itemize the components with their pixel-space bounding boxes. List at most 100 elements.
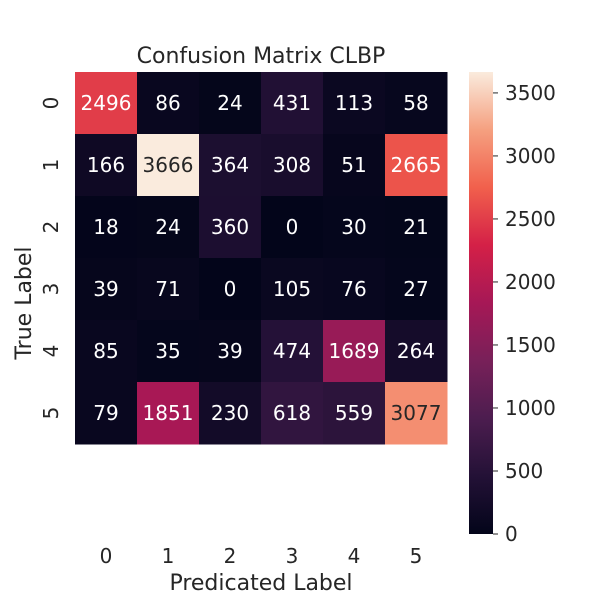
cell-value-label: 21 bbox=[403, 215, 428, 239]
cell-value-label: 166 bbox=[87, 153, 125, 177]
heatmap-cells: 2496 86 24 431 113 58 166 3666 364 308 51 2665 18 24 3… bbox=[75, 72, 448, 445]
cell-value-label: 79 bbox=[93, 401, 118, 425]
cell-value-label: 1689 bbox=[329, 339, 380, 363]
cell-value-label: 3077 bbox=[391, 401, 442, 425]
heatmap-cell bbox=[385, 320, 448, 383]
y-tick-labels: 0 1 2 3 4 5 bbox=[39, 97, 63, 420]
cell-value-label: 24 bbox=[217, 91, 242, 115]
heatmap-cell bbox=[137, 320, 200, 383]
cell-value-label: 71 bbox=[155, 277, 180, 301]
heatmap-cell bbox=[199, 72, 262, 135]
cell-value-label: 2496 bbox=[81, 91, 132, 115]
cell-value-label: 264 bbox=[397, 339, 435, 363]
heatmap-cell bbox=[323, 258, 386, 321]
heatmap-cell bbox=[323, 134, 386, 197]
cell-value-label: 474 bbox=[273, 339, 311, 363]
x-tick-label: 5 bbox=[410, 544, 423, 568]
heatmap-cell bbox=[199, 320, 262, 383]
heatmap-cell bbox=[385, 134, 448, 197]
heatmap-cell bbox=[261, 72, 324, 135]
heatmap-cell bbox=[137, 382, 200, 445]
colorbar-tick-label: 1000 bbox=[505, 396, 556, 420]
cell-value-label: 39 bbox=[217, 339, 242, 363]
cell-value-label: 58 bbox=[403, 91, 428, 115]
heatmap-cell bbox=[199, 196, 262, 259]
colorbar-tick-label: 2000 bbox=[505, 270, 556, 294]
heatmap-cell bbox=[137, 196, 200, 259]
cell-value-label: 85 bbox=[93, 339, 118, 363]
heatmap-cell bbox=[385, 258, 448, 321]
colorbar-tick-label: 0 bbox=[505, 522, 518, 546]
cell-value-label: 3666 bbox=[143, 153, 194, 177]
heatmap-cell bbox=[385, 196, 448, 259]
cell-value-label: 105 bbox=[273, 277, 311, 301]
cell-value-label: 86 bbox=[155, 91, 180, 115]
cell-value-label: 230 bbox=[211, 401, 249, 425]
heatmap-cell bbox=[137, 258, 200, 321]
x-tick-label: 4 bbox=[348, 544, 361, 568]
x-tick-labels: 0 1 2 3 4 5 bbox=[100, 544, 423, 568]
heatmap-cell bbox=[261, 134, 324, 197]
cell-value-label: 559 bbox=[335, 401, 373, 425]
heatmap-cell bbox=[75, 134, 138, 197]
heatmap-cell bbox=[199, 258, 262, 321]
heatmap-cell bbox=[75, 72, 138, 135]
heatmap-cell bbox=[385, 72, 448, 135]
y-tick-label: 2 bbox=[39, 221, 63, 234]
x-tick-label: 3 bbox=[286, 544, 299, 568]
heatmap-cell bbox=[261, 382, 324, 445]
cell-value-label: 431 bbox=[273, 91, 311, 115]
heatmap-cell bbox=[261, 320, 324, 383]
cell-value-label: 27 bbox=[403, 277, 428, 301]
colorbar-tick-label: 3500 bbox=[505, 81, 556, 105]
heatmap-cell bbox=[75, 320, 138, 383]
cell-value-label: 308 bbox=[273, 153, 311, 177]
heatmap-cell bbox=[261, 196, 324, 259]
x-tick-label: 0 bbox=[100, 544, 113, 568]
heatmap-cell bbox=[75, 258, 138, 321]
heatmap-cell bbox=[75, 382, 138, 445]
heatmap-cell bbox=[75, 196, 138, 259]
y-tick-label: 1 bbox=[39, 159, 63, 172]
heatmap-cell bbox=[323, 72, 386, 135]
y-tick-label: 5 bbox=[39, 407, 63, 420]
heatmap-cell bbox=[323, 196, 386, 259]
cell-value-label: 1851 bbox=[143, 401, 194, 425]
heatmap-cell bbox=[137, 72, 200, 135]
heatmap-cell bbox=[323, 382, 386, 445]
cell-value-label: 35 bbox=[155, 339, 180, 363]
heatmap-cell bbox=[323, 320, 386, 383]
x-tick-label: 2 bbox=[224, 544, 237, 568]
cell-value-label: 2665 bbox=[391, 153, 442, 177]
chart-title: Confusion Matrix CLBP bbox=[137, 44, 386, 69]
colorbar-ticks: 0 500 1000 1500 2000 2500 3000 3500 bbox=[493, 81, 556, 546]
cell-value-label: 0 bbox=[224, 277, 237, 301]
colorbar-tick-label: 1500 bbox=[505, 333, 556, 357]
cell-value-label: 30 bbox=[341, 215, 366, 239]
colorbar-tick-label: 500 bbox=[505, 459, 543, 483]
cell-value-label: 24 bbox=[155, 215, 180, 239]
cell-value-label: 76 bbox=[341, 277, 366, 301]
y-tick-label: 4 bbox=[39, 345, 63, 358]
heatmap-cell bbox=[199, 382, 262, 445]
cell-value-label: 39 bbox=[93, 277, 118, 301]
colorbar bbox=[469, 72, 493, 534]
x-axis-label: Predicated Label bbox=[169, 571, 352, 596]
heatmap-cell bbox=[385, 382, 448, 445]
cell-value-label: 0 bbox=[286, 215, 299, 239]
y-tick-label: 3 bbox=[39, 283, 63, 296]
heatmap-cell bbox=[137, 134, 200, 197]
colorbar-tick-label: 3000 bbox=[505, 144, 556, 168]
y-axis-label: True Label bbox=[12, 246, 37, 360]
cell-value-label: 364 bbox=[211, 153, 249, 177]
x-tick-label: 1 bbox=[162, 544, 175, 568]
heatmap-cell bbox=[261, 258, 324, 321]
cell-value-label: 51 bbox=[341, 153, 366, 177]
cell-value-label: 18 bbox=[93, 215, 118, 239]
cell-value-label: 113 bbox=[335, 91, 373, 115]
cell-value-label: 360 bbox=[211, 215, 249, 239]
y-tick-label: 0 bbox=[39, 97, 63, 110]
cell-value-label: 618 bbox=[273, 401, 311, 425]
colorbar-tick-label: 2500 bbox=[505, 207, 556, 231]
